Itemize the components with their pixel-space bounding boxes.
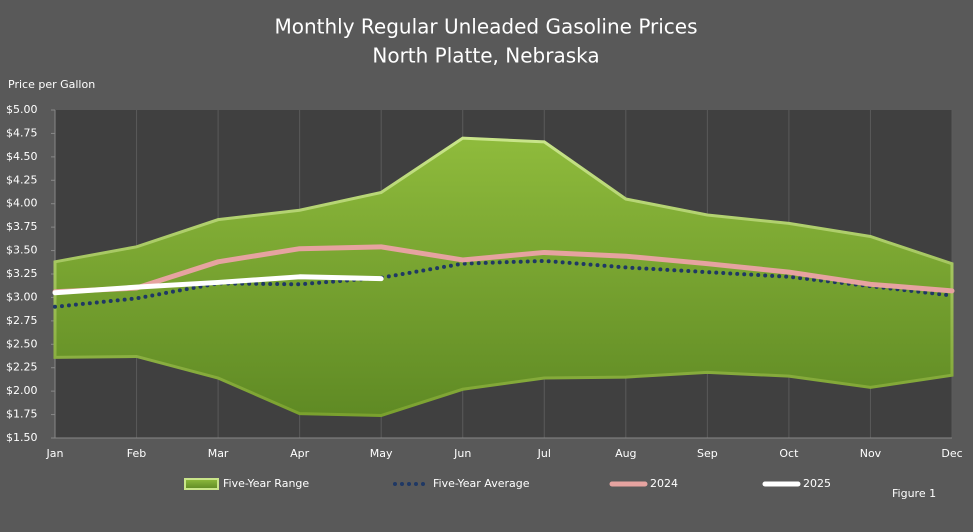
y-tick-label: $1.75 <box>6 408 38 421</box>
x-tick-label: Jan <box>46 447 64 460</box>
x-tick-label: Jul <box>537 447 551 460</box>
legend-swatch <box>184 478 219 490</box>
x-tick-label: Jun <box>453 447 471 460</box>
legend-label: 2024 <box>650 477 678 490</box>
y-tick-label: $4.00 <box>6 197 38 210</box>
x-tick-label: Aug <box>615 447 636 460</box>
y-tick-label: $4.25 <box>6 173 38 186</box>
x-tick-label: Sep <box>697 447 718 460</box>
y-tick-label: $2.25 <box>6 361 38 374</box>
y-tick-label: $2.00 <box>6 384 38 397</box>
y-tick-label: $1.50 <box>6 431 38 444</box>
chart-subtitle: North Platte, Nebraska <box>372 44 599 68</box>
x-tick-label: Apr <box>290 447 310 460</box>
y-tick-label: $4.50 <box>6 150 38 163</box>
y-tick-label: $3.25 <box>6 267 38 280</box>
x-tick-label: Feb <box>127 447 146 460</box>
legend-label: 2025 <box>803 477 831 490</box>
chart-title: Monthly Regular Unleaded Gasoline Prices <box>274 15 697 39</box>
y-tick-label: $2.75 <box>6 314 38 327</box>
x-tick-label: May <box>370 447 393 460</box>
legend-label: Five-Year Range <box>223 477 309 490</box>
x-tick-label: Nov <box>860 447 882 460</box>
annotation: Figure 1 <box>892 487 936 500</box>
y-tick-label: $4.75 <box>6 126 38 139</box>
y-axis-label: Price per Gallon <box>8 78 95 91</box>
y-tick-label: $3.50 <box>6 244 38 257</box>
x-tick-label: Dec <box>941 447 962 460</box>
series-line <box>52 244 955 295</box>
y-tick-label: $3.00 <box>6 290 38 303</box>
x-tick-label: Oct <box>779 447 799 460</box>
legend-label: Five-Year Average <box>433 477 530 490</box>
series-line <box>52 274 384 296</box>
range-area <box>53 136 954 418</box>
x-tick-label: Mar <box>208 447 229 460</box>
y-tick-label: $3.75 <box>6 220 38 233</box>
y-tick-label: $2.50 <box>6 337 38 350</box>
y-tick-label: $5.00 <box>6 103 38 116</box>
